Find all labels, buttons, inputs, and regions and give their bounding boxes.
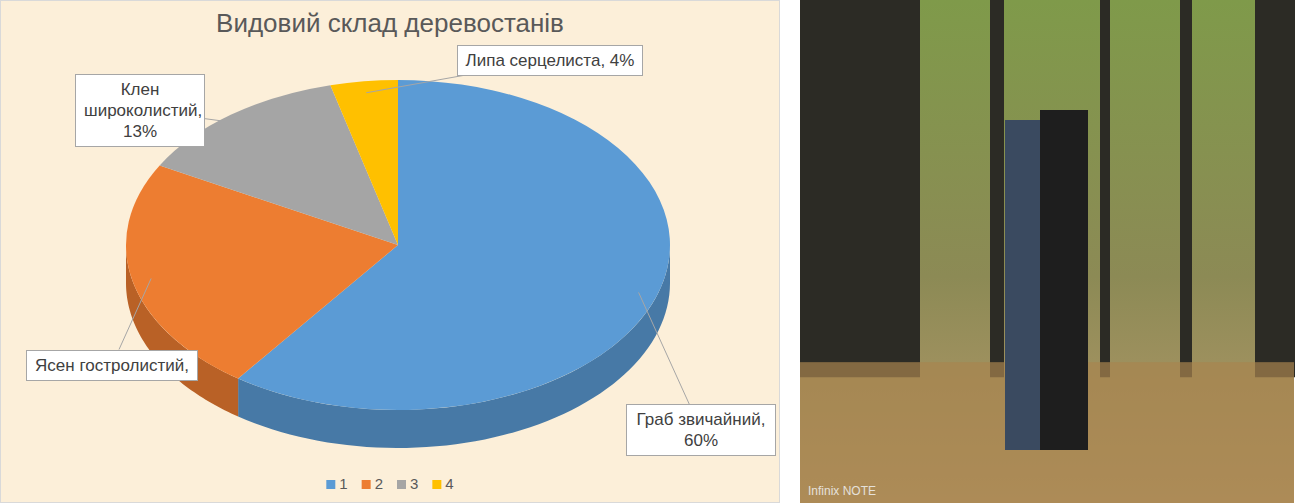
legend-swatch [397,480,406,489]
data-label: Липа серцелиста, 4% [457,45,644,76]
legend-item: 2 [362,475,383,492]
photo-trunk [1255,0,1295,377]
legend-swatch [326,480,335,489]
legend-item: 3 [397,475,418,492]
photo-figure [1040,110,1088,450]
data-label: Клен широколистий, 13% [75,74,205,147]
pie [126,80,670,448]
legend-label: 1 [339,475,347,492]
leader-line [366,76,463,93]
leader-line [205,119,243,124]
data-label: Граб звичайний, 60% [626,404,776,456]
legend-label: 3 [410,475,418,492]
photo-watermark: Infinix NOTE [808,484,876,498]
legend-item: 1 [326,475,347,492]
photo-background [800,0,1294,503]
legend-label: 4 [445,475,453,492]
pie-top [126,80,670,410]
legend-swatch [362,480,371,489]
data-label: Ясен гостролистий, [26,350,198,381]
photo-trunk [1180,0,1192,377]
photo-figure [1005,120,1045,450]
photo-trunk [990,0,1004,377]
leader-line [119,278,151,349]
legend: 1 2 3 4 [326,475,453,492]
photo: Infinix NOTE [800,0,1295,503]
photo-trunk [1100,0,1110,377]
chart-title: Видовий склад деревостанів [216,8,564,38]
legend-label: 2 [375,475,383,492]
legend-swatch [432,480,441,489]
photo-trunk [800,0,920,377]
page: Infinix NOTE Видовий склад деревостанів 1 2… [0,0,1296,503]
legend-item: 4 [432,475,453,492]
chart-background [1,1,780,503]
leader-line [639,292,690,404]
pie-slice [330,80,398,245]
